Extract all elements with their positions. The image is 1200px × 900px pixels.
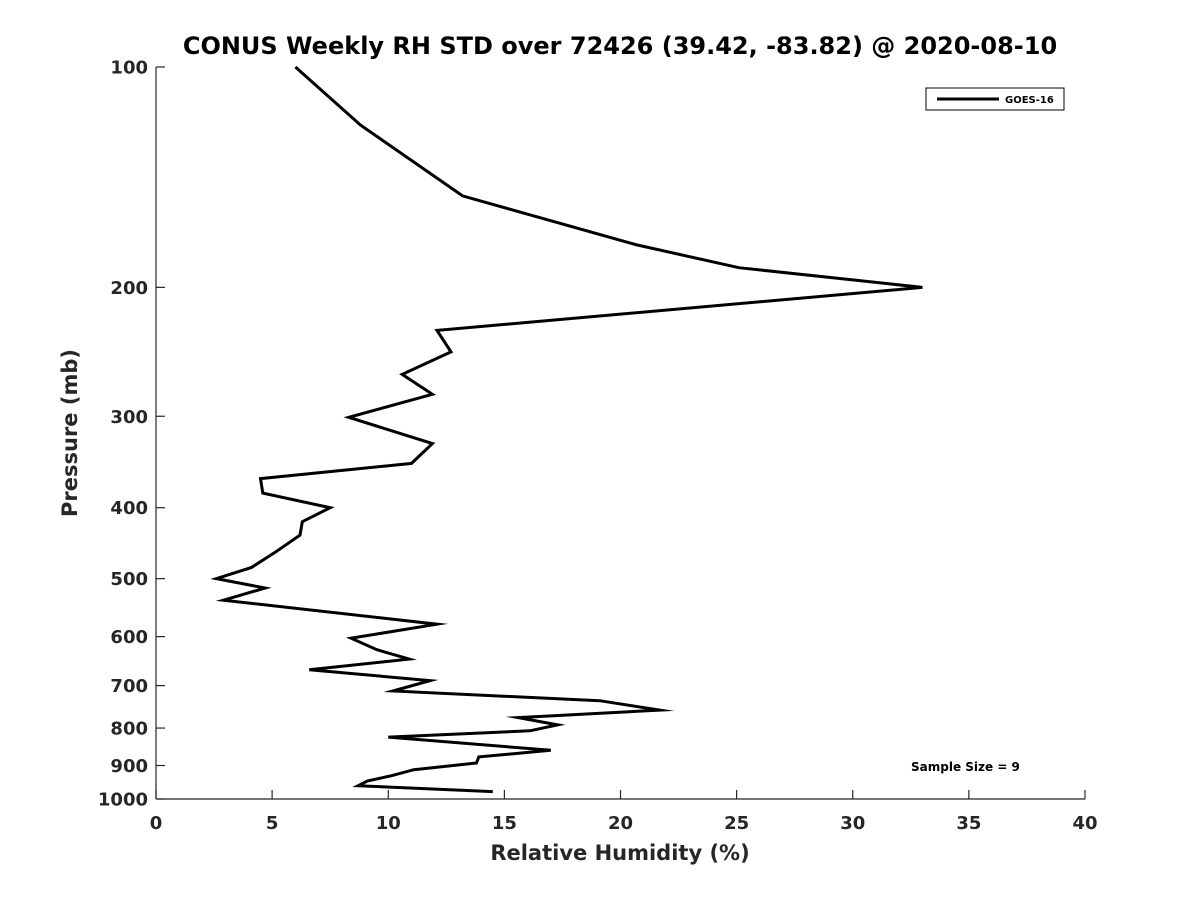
x-tick-label: 20 (608, 813, 633, 834)
plot-area (210, 65, 923, 794)
x-tick-label: 10 (376, 813, 401, 834)
y-tick-label: 800 (110, 719, 148, 740)
x-tick-label: 5 (266, 813, 279, 834)
sample-size-annotation: Sample Size = 9 (911, 760, 1020, 774)
x-tick-label: 25 (724, 813, 749, 834)
legend: GOES-16 (925, 87, 1065, 111)
chart-title: CONUS Weekly RH STD over 72426 (39.42, -… (183, 32, 1057, 60)
y-tick-label: 500 (110, 569, 148, 590)
x-tick-label: 30 (840, 813, 865, 834)
x-tick-label: 15 (492, 813, 517, 834)
y-tick-label: 600 (110, 627, 148, 648)
axes (155, 67, 1085, 800)
y-tick-label: 400 (110, 498, 148, 519)
y-tick-label: 200 (110, 278, 148, 299)
y-tick-label: 900 (110, 756, 148, 777)
y-axis-label: Pressure (mb) (58, 349, 82, 517)
x-tick-label: 40 (1072, 813, 1097, 834)
y-axis-ticks: 100 200 300 400 500 600 700 800 900 1000 (98, 58, 165, 811)
y-tick-label: 300 (110, 407, 148, 428)
series-line-goes-16 (210, 65, 923, 794)
x-axis-ticks: 0 5 10 15 20 25 30 35 40 (150, 790, 1098, 834)
y-tick-label: 100 (110, 58, 148, 79)
y-tick-label: 700 (110, 676, 148, 697)
y-tick-label: 1000 (98, 790, 148, 811)
legend-label: GOES-16 (1005, 95, 1054, 106)
x-tick-label: 0 (150, 813, 163, 834)
x-axis-label: Relative Humidity (%) (490, 841, 749, 865)
x-tick-label: 35 (956, 813, 981, 834)
